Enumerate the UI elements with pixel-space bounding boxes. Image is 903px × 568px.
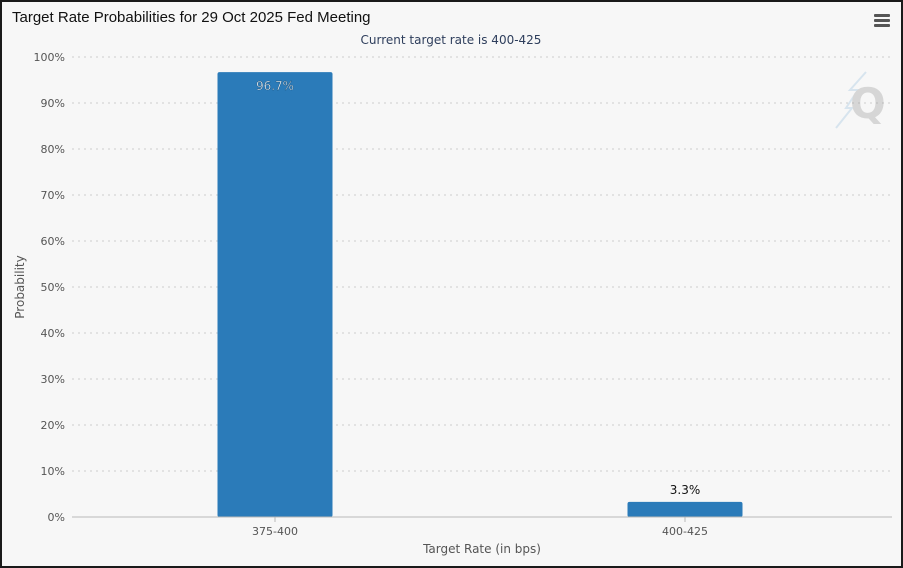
y-tick-label: 80%: [41, 143, 65, 156]
y-tick-label: 100%: [34, 51, 65, 64]
data-label-375-400: 96.7%: [256, 79, 294, 93]
y-tick-label: 70%: [41, 189, 65, 202]
y-tick-label: 50%: [41, 281, 65, 294]
bar-400-425[interactable]: [627, 501, 743, 517]
svg-text:Q: Q: [850, 79, 886, 128]
page-title: Target Rate Probabilities for 29 Oct 202…: [12, 9, 371, 26]
y-tick-label: 40%: [41, 327, 65, 340]
x-tick-label-400-425: 400-425: [662, 525, 708, 538]
bar-375-400[interactable]: [217, 72, 333, 518]
y-tick-label: 20%: [41, 419, 65, 432]
y-tick-label: 60%: [41, 235, 65, 248]
x-axis-label: Target Rate (in bps): [422, 542, 541, 556]
x-tick-label-375-400: 375-400: [252, 525, 298, 538]
q-logo-icon: Q: [835, 71, 886, 129]
data-label-400-425: 3.3%: [670, 483, 701, 497]
chart-subtitle: Current target rate is 400-425: [361, 33, 542, 47]
y-tick-label: 30%: [41, 373, 65, 386]
y-tick-label: 90%: [41, 97, 65, 110]
hamburger-menu-icon[interactable]: [872, 12, 892, 30]
gridlines: [72, 56, 892, 472]
bars-group: [217, 72, 743, 518]
x-axis-ticks: 375-400 400-425: [252, 517, 708, 538]
data-labels-group: 96.7% 3.3%: [256, 79, 701, 497]
y-tick-label: 10%: [41, 465, 65, 478]
y-tick-label: 0%: [48, 511, 65, 524]
y-axis-ticks: 0% 10% 20% 30% 40% 50% 60% 70% 80% 90% 100%: [34, 51, 65, 524]
y-axis-label: Probability: [13, 255, 27, 318]
